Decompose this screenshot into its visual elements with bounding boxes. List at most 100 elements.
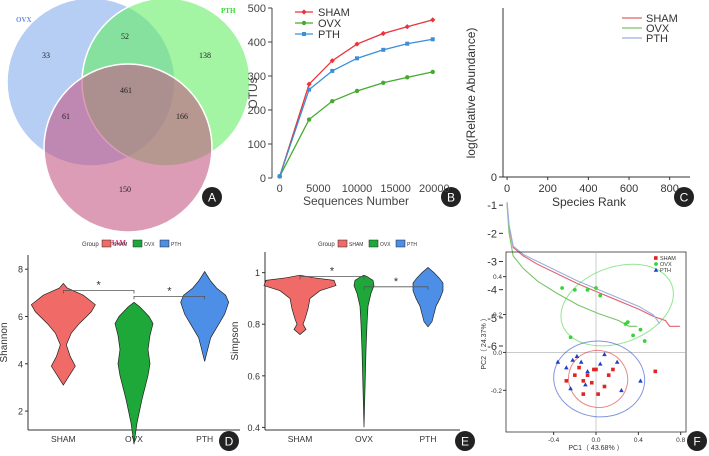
venn-count-pth-only: 138 — [199, 51, 211, 60]
pcoa-chart: -0.4 0.0 0.4 0.8 -0.2 0.0 0.2 0.4 PC1（ 43.68% ） P… — [480, 251, 687, 452]
legend-swatch — [337, 239, 348, 248]
x-axis-label: Sequences Number — [303, 194, 409, 208]
data-point — [638, 327, 643, 332]
panel-letter-f: F — [687, 431, 707, 451]
data-point — [564, 365, 569, 370]
x-tick-label: 15000 — [380, 183, 411, 195]
violin-chart-shannon: 2 4 6 8 Shannon SHAM OVX PTH * * Group SHAM OVX PTH — [0, 239, 240, 445]
violin-ovx — [114, 301, 154, 445]
legend-entry-pth: PTH — [295, 29, 340, 41]
venn-label-pth: PTH — [221, 7, 236, 15]
legend-swatch — [395, 239, 406, 248]
legend-label: OVX — [144, 242, 155, 248]
legend-title: Group — [82, 242, 99, 248]
venn-count-ovx-pth: 52 — [121, 32, 129, 41]
x-tick-label: 20000 — [419, 183, 450, 195]
data-point — [592, 367, 596, 372]
legend-entry-ovx: OVX — [654, 262, 672, 268]
venn-label-sham: SHAM — [105, 239, 126, 247]
y-tick-label: -0.2 — [491, 388, 503, 395]
series-line — [279, 71, 433, 177]
data-point — [572, 287, 577, 292]
data-point — [330, 98, 335, 104]
data-point — [381, 47, 386, 52]
x-tick-label: 0.0 — [591, 437, 600, 444]
series-pth — [277, 37, 435, 179]
panel-letter-f-text: F — [693, 435, 700, 449]
y-tick-label: -2 — [487, 228, 497, 240]
data-point — [585, 373, 590, 377]
data-point — [625, 320, 630, 325]
y-tick-label: 100 — [248, 139, 266, 151]
y-tick-label: 0 — [491, 172, 497, 184]
y-tick-label: -5 — [487, 313, 497, 325]
y-tick-label: 8 — [18, 265, 23, 275]
x-tick-label: 10000 — [342, 183, 373, 195]
significance-star: * — [330, 266, 335, 278]
data-point — [570, 357, 576, 362]
data-point — [611, 367, 615, 372]
y-tick-label: 6 — [18, 312, 23, 322]
legend-label: SHAM — [660, 256, 676, 262]
significance-star: * — [394, 276, 399, 288]
data-point — [405, 75, 410, 80]
y-tick-label: 400 — [248, 37, 266, 49]
venn-label-ovx: OVX — [16, 16, 32, 24]
x-tick-label: 0 — [504, 183, 510, 195]
data-point — [380, 30, 386, 37]
y-tick-label: 2 — [18, 407, 23, 417]
data-point — [594, 367, 598, 372]
x-tick-label: 0.8 — [676, 437, 685, 444]
data-point — [602, 384, 607, 389]
data-point — [574, 353, 580, 359]
y-tick-label: 300 — [248, 71, 266, 83]
significance-bracket — [299, 276, 365, 280]
series-sham — [564, 349, 658, 408]
legend-title: Group — [318, 242, 335, 248]
y-tick-label: 0.0 — [493, 350, 502, 357]
y-axis-label: OTUs — [246, 77, 260, 108]
violin-chart-simpson: 0.4 0.6 0.8 1 Simpson SHAM OVX PTH * * Group SHAM OV… — [230, 239, 460, 444]
legend-marker — [654, 256, 658, 260]
data-point — [585, 369, 590, 374]
legend-label: OVX — [660, 262, 672, 268]
x-tick-label: OVX — [355, 434, 373, 444]
y-axis-label: log(Relative Abundance) — [464, 28, 478, 159]
venn-count-pth-sham: 166 — [176, 112, 188, 121]
data-point — [306, 117, 312, 122]
data-point — [583, 382, 588, 387]
y-axis-label: PC2（ 24.37% ） — [480, 314, 488, 369]
series-line-pth — [506, 202, 660, 324]
x-tick-label: SHAM — [288, 434, 313, 444]
panel-letter-b: B — [441, 187, 461, 207]
data-point — [573, 373, 577, 377]
data-point — [596, 392, 600, 396]
legend-entry-ovx: OVX — [622, 23, 670, 35]
venn-panel: OVX PTH SHAM 33 52 138 461 61 166 150 — [6, 0, 251, 247]
data-point — [598, 293, 603, 298]
x-tick-label: 5000 — [306, 183, 330, 195]
data-point — [306, 81, 312, 87]
legend-marker — [653, 267, 659, 272]
group-legend: Group SHAM OVX PTH — [318, 239, 417, 248]
legend-swatch — [101, 239, 112, 248]
data-point — [597, 361, 603, 366]
data-point — [631, 333, 635, 338]
legend-label: PTH — [660, 268, 671, 274]
venn-count-all: 461 — [120, 86, 132, 95]
x-tick-label: SHAM — [51, 434, 76, 444]
y-tick-label: -1 — [487, 200, 497, 212]
y-tick-label: -6 — [487, 341, 497, 353]
data-point — [568, 386, 573, 391]
x-tick-label: 0.4 — [634, 437, 643, 444]
data-point — [653, 369, 658, 374]
x-tick-label: 800 — [660, 183, 678, 195]
data-point — [589, 380, 594, 385]
data-point — [602, 352, 607, 357]
panel-letter-e-text: E — [461, 435, 469, 449]
legend-label: PTH — [407, 242, 417, 248]
legend-entry-sham: SHAM — [654, 256, 676, 262]
y-tick-label: 0.2 — [493, 312, 502, 319]
